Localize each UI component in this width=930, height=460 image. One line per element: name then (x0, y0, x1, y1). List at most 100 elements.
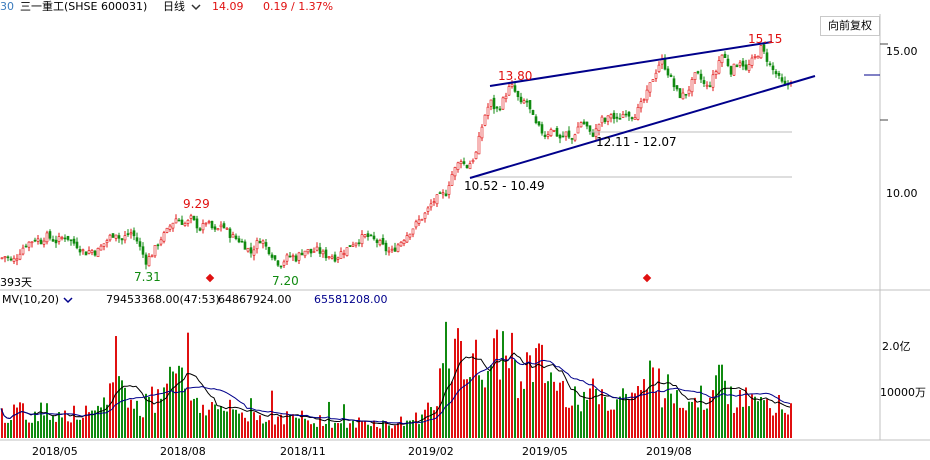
volume-bar (508, 368, 510, 438)
volume-bar (172, 371, 174, 438)
candle-body (711, 74, 715, 88)
candle-body (579, 122, 583, 128)
volume-bar (121, 380, 123, 438)
volume-bar (574, 386, 576, 438)
candle-body (111, 233, 115, 238)
volume-bar (355, 427, 357, 438)
volume-bar (343, 404, 345, 438)
volume-bar (460, 340, 462, 438)
candle-body (447, 185, 451, 195)
volume-bar (49, 419, 51, 438)
candle-body (471, 159, 475, 163)
volume-bar (319, 415, 321, 438)
candle-body (315, 246, 319, 251)
volume-bar (61, 417, 63, 438)
trend-line-upper[interactable] (489, 41, 773, 87)
volume-bar (625, 393, 627, 438)
volume-axis-label-top: 2.0亿 (882, 340, 911, 353)
left-edge-label: 393天 (0, 276, 32, 289)
volume-bar (289, 414, 291, 438)
volume-bar (637, 386, 639, 438)
candle-body (537, 121, 541, 126)
volume-bar (547, 381, 549, 438)
candle-body (375, 239, 379, 243)
volume-bar (718, 364, 720, 438)
volume-bar (124, 387, 126, 438)
volume-bar (193, 398, 195, 438)
candle-body (291, 255, 295, 258)
candle-body (0, 257, 4, 260)
candle-body (744, 64, 748, 70)
candle-body (531, 110, 535, 115)
volume-bar (679, 407, 681, 438)
volume-bar (346, 427, 348, 438)
candle-body (630, 117, 634, 120)
candle-body (732, 63, 736, 76)
candle-body (273, 255, 277, 260)
candle-body (414, 221, 418, 228)
period-selector[interactable]: 日线 (163, 0, 201, 14)
volume-bar (502, 331, 504, 438)
volume-bar (115, 336, 117, 438)
candle-body (636, 107, 640, 120)
candle-body (546, 134, 550, 137)
volume-bar (736, 407, 738, 438)
candle-body (774, 71, 778, 75)
volume-bar (766, 399, 768, 438)
volume-bar (559, 382, 561, 438)
candle-body (327, 256, 331, 258)
indicator-selector[interactable]: MV(10,20) (2, 292, 73, 308)
candle-body (687, 89, 691, 95)
candle-body (753, 56, 757, 58)
volume-bar (400, 416, 402, 438)
adjust-button[interactable]: 向前复权 (820, 16, 880, 36)
candle-body (153, 245, 157, 257)
candle-body (384, 242, 388, 252)
candle-body (765, 52, 769, 62)
candle-body (228, 228, 232, 238)
volume-bar (781, 409, 783, 438)
event-marker[interactable] (205, 273, 215, 283)
candle-body (60, 237, 64, 239)
volume-bar (418, 424, 420, 438)
volume-bar (73, 405, 75, 438)
volume-bar (712, 390, 714, 438)
volume-bar (304, 418, 306, 438)
last-price: 14.09 (212, 0, 244, 13)
volume-bar (139, 415, 141, 438)
candle-body (777, 73, 781, 76)
volume-bar (205, 415, 207, 438)
trend-line-lower[interactable] (469, 75, 816, 179)
candle-body (396, 244, 400, 252)
candle-body (309, 248, 313, 254)
candle-body (72, 238, 76, 244)
volume-bar (349, 423, 351, 438)
volume-bar (76, 419, 78, 438)
candle-body (342, 253, 346, 255)
candle-body (618, 118, 622, 120)
volume-bar (403, 425, 405, 438)
candle-body (261, 240, 265, 244)
candle-body (84, 251, 88, 256)
candle-body (390, 248, 394, 251)
volume-bar (4, 422, 6, 438)
candle-body (369, 234, 373, 237)
candle-body (132, 230, 136, 237)
volume-bar (556, 390, 558, 438)
volume-bar (19, 402, 21, 438)
candle-body (30, 241, 34, 244)
volume-bar (160, 398, 162, 438)
volume-bar (421, 414, 423, 438)
volume-bar (412, 419, 414, 438)
candle-body (120, 238, 124, 241)
candle-body (267, 247, 271, 255)
candle-body (258, 241, 262, 244)
volume-bar (709, 397, 711, 438)
candle-body (252, 249, 256, 256)
candle-body (582, 121, 586, 125)
candle-body (750, 57, 754, 66)
volume-bar (607, 410, 609, 438)
event-marker[interactable] (642, 273, 652, 283)
volume-bar (592, 378, 594, 438)
